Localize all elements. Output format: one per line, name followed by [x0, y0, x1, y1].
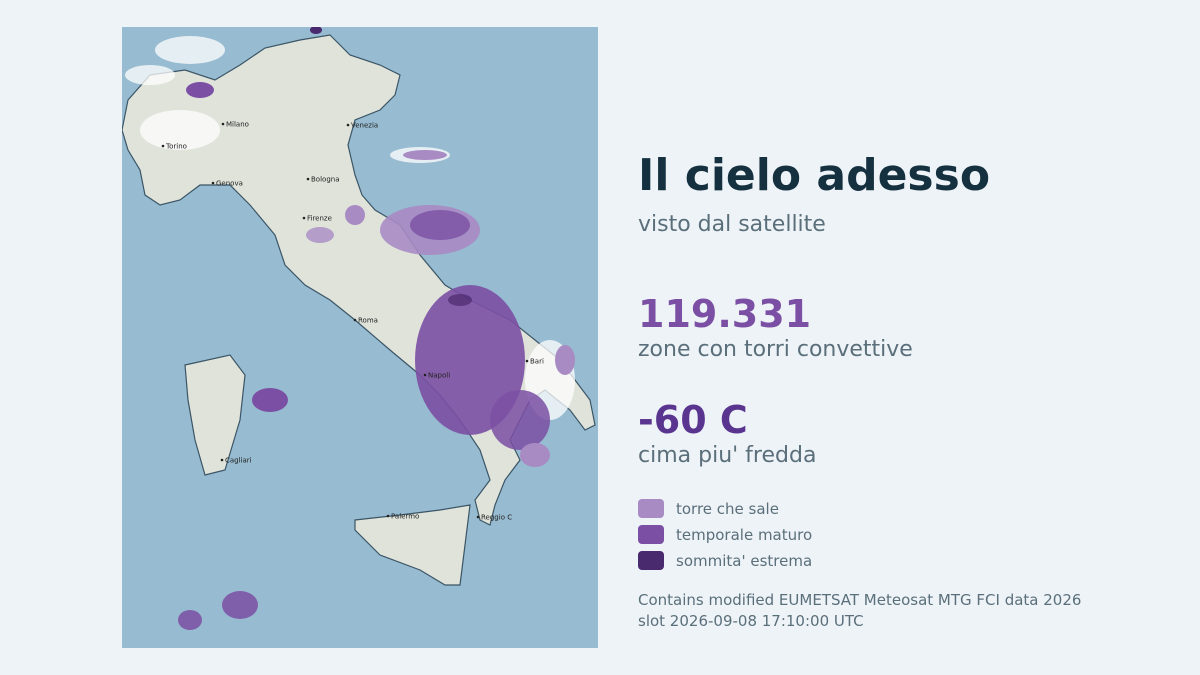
stat-value: 119.331 [638, 292, 812, 336]
city-label: Venezia [351, 122, 378, 130]
city-label: Bari [530, 358, 544, 366]
city-dot [386, 514, 390, 518]
city-dot [525, 359, 529, 363]
city-label: Napoli [428, 372, 450, 380]
credit-line: Contains modified EUMETSAT Meteosat MTG … [638, 591, 1082, 609]
satellite-map: Milano Torino Genova Venezia Bologna Firenze R… [122, 27, 598, 648]
city-dot [220, 458, 224, 462]
city-dot [221, 122, 225, 126]
legend-swatch [638, 499, 664, 518]
stat-value: -60 C [638, 398, 748, 442]
legend-label: temporale maturo [676, 525, 813, 544]
legend-item: sommita' estrema [638, 551, 812, 570]
city-label: Cagliari [225, 457, 252, 465]
legend-swatch [638, 525, 664, 544]
legend-item: temporale maturo [638, 525, 812, 544]
city-label: Genova [216, 180, 243, 188]
legend-label: torre che sale [676, 499, 779, 518]
subtitle: visto dal satellite [638, 212, 826, 237]
city-dot [346, 123, 350, 127]
credit-line: slot 2026-09-08 17:10:00 UTC [638, 612, 864, 630]
legend-label: sommita' estrema [676, 551, 813, 570]
city-dot [423, 373, 427, 377]
stat-label: cima piu' fredda [638, 443, 817, 468]
city-dot [306, 177, 310, 181]
city-label: Roma [358, 317, 378, 325]
city-dot [161, 144, 165, 148]
city-label: Bologna [311, 176, 339, 184]
city-label: Torino [165, 143, 187, 151]
title: Il cielo adesso [638, 150, 991, 201]
stat-label: zone con torri convettive [638, 337, 913, 362]
city-label: Reggio C [481, 514, 512, 522]
storm-cells [178, 27, 575, 630]
city-dot [211, 181, 215, 185]
city-dot [302, 216, 306, 220]
city-label: Palermo [391, 513, 419, 521]
legend-item: torre che sale [638, 499, 779, 518]
city-dot [353, 318, 357, 322]
cities: Milano Torino Genova Venezia Bologna Firenze R… [161, 121, 544, 522]
city-label: Firenze [307, 215, 332, 223]
city-dot [476, 515, 480, 519]
city-label: Milano [226, 121, 249, 129]
legend-swatch [638, 551, 664, 570]
